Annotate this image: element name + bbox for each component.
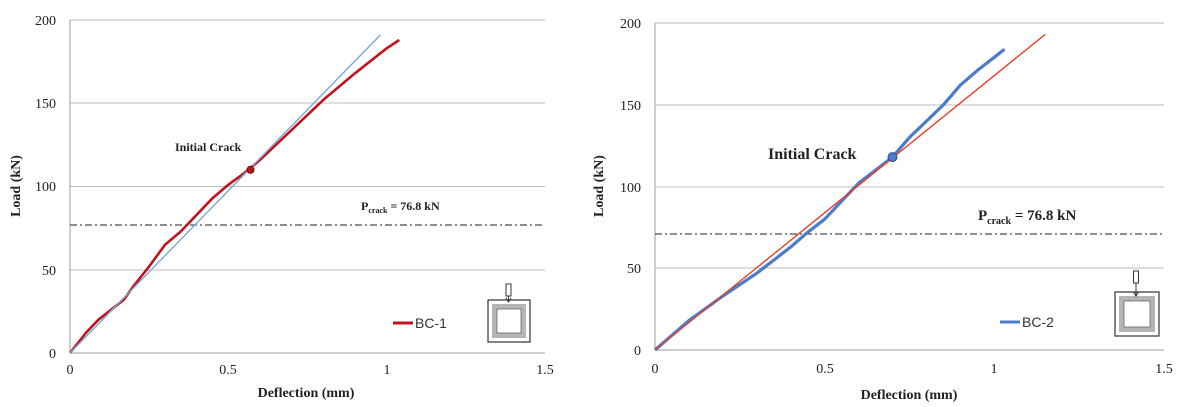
legend-right: BC-2 [1000,314,1054,330]
chart-left: 0 50 100 150 200 0 0.5 1 1.5 Deflection … [9,14,554,401]
x-axis-title: Deflection (mm) [258,386,355,401]
grid-left [70,19,545,271]
crack-load-label: Pcrack = 76.8 kN [361,199,440,215]
x-tick-label: 1.5 [536,363,554,378]
box-section-icon [1114,270,1160,337]
y-axis-title: Load (kN) [592,155,607,217]
line-series-bc-1 [68,38,401,354]
box-section-icon [487,283,531,343]
x-tick-label: 1.5 [1155,362,1173,377]
initial-crack-label: Initial Crack [175,140,242,154]
y-tick-label: 0 [49,347,56,362]
x-tick-label: 0 [652,362,659,377]
y-tick-label: 200 [620,17,641,32]
y-axis-title: Load (kN) [9,155,24,217]
x-tick-label: 0.5 [219,363,237,378]
x-tick-labels-left: 0 0.5 1 1.5 [67,363,554,378]
y-tick-label: 50 [627,262,641,277]
x-axis-title: Deflection (mm) [861,388,958,403]
crack-label-main: P [978,208,987,224]
line-series-bc-2 [653,47,1006,352]
x-tick-label: 1 [384,363,391,378]
x-tick-label: 0.5 [816,362,834,377]
legend-left: BC-1 [393,315,447,331]
crack-label-sub: crack [368,206,388,215]
x-tick-labels-right: 0 0.5 1 1.5 [652,362,1173,377]
initial-crack-label: Initial Crack [768,146,857,163]
initial-crack-marker [246,165,255,174]
y-tick-label: 100 [620,181,641,196]
y-tick-labels-right: 0 50 100 150 200 [620,17,641,359]
y-tick-label: 150 [620,99,641,114]
line-series-linear-fit [69,34,381,354]
crack-label-main: P [361,199,368,213]
y-tick-label: 50 [42,264,56,279]
crack-label-rest: = 76.8 kN [387,199,440,213]
crack-load-label: Pcrack = 76.8 kN [978,208,1076,227]
y-tick-label: 100 [35,180,56,195]
y-tick-label: 200 [35,14,56,29]
chart-right: 0 50 100 150 200 0 0.5 1 1.5 Deflection … [592,17,1173,403]
grid-right [655,22,1164,269]
crack-label-sub: crack [987,216,1011,227]
y-tick-label: 150 [35,97,56,112]
crack-label-rest: = 76.8 kN [1011,208,1076,224]
y-tick-labels-left: 0 50 100 150 200 [35,14,56,362]
legend-label-bc-1: BC-1 [415,315,447,331]
x-tick-label: 0 [67,363,74,378]
x-tick-label: 1 [991,362,998,377]
legend-label-bc-2: BC-2 [1022,314,1054,330]
line-series-linear-fit [654,33,1046,351]
initial-crack-marker [887,152,898,163]
y-tick-label: 0 [634,344,641,359]
